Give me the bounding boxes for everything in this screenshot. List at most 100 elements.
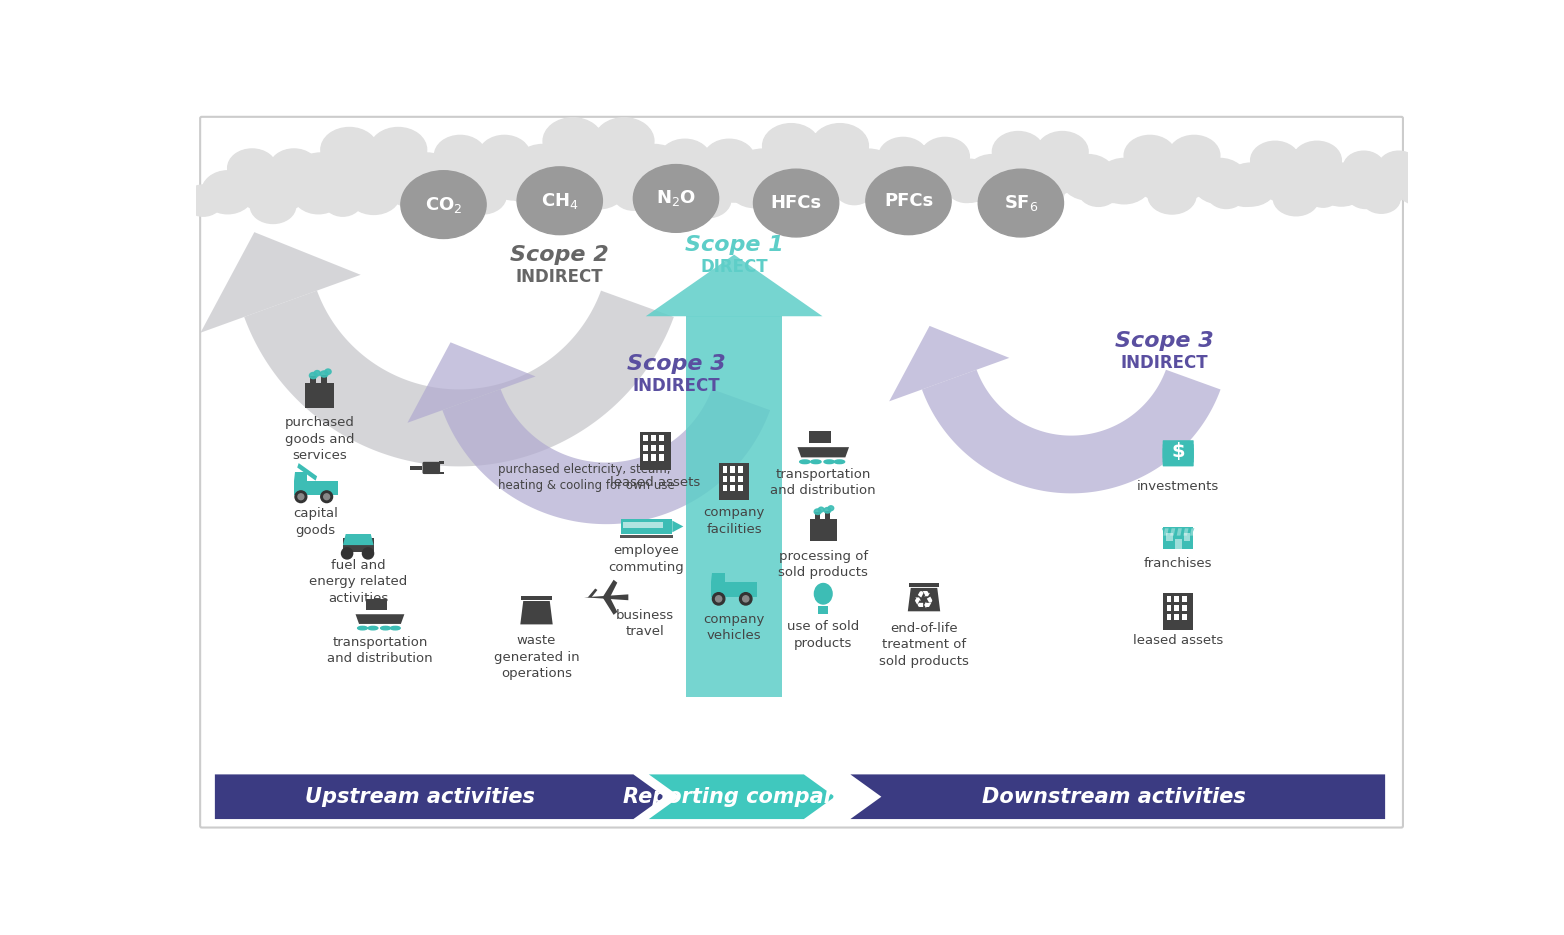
Polygon shape	[200, 232, 361, 333]
Text: processing of
sold products: processing of sold products	[779, 550, 868, 579]
Ellipse shape	[380, 626, 391, 630]
Ellipse shape	[1125, 136, 1176, 176]
Ellipse shape	[760, 178, 801, 210]
Ellipse shape	[838, 149, 899, 199]
Polygon shape	[1175, 614, 1179, 621]
Ellipse shape	[1350, 158, 1414, 205]
Polygon shape	[723, 476, 727, 482]
Ellipse shape	[633, 165, 718, 232]
Polygon shape	[343, 534, 374, 545]
Polygon shape	[646, 254, 823, 316]
Polygon shape	[809, 431, 830, 443]
Polygon shape	[651, 444, 655, 451]
Text: Scope 2: Scope 2	[510, 245, 608, 265]
Polygon shape	[343, 539, 374, 552]
Polygon shape	[673, 521, 683, 532]
Ellipse shape	[799, 460, 810, 464]
Polygon shape	[712, 572, 724, 582]
Polygon shape	[214, 774, 665, 819]
Polygon shape	[687, 316, 782, 698]
Ellipse shape	[1343, 151, 1384, 183]
Ellipse shape	[325, 369, 332, 374]
Polygon shape	[651, 435, 655, 441]
Ellipse shape	[490, 162, 536, 200]
Ellipse shape	[978, 169, 1064, 237]
Ellipse shape	[824, 508, 830, 513]
Ellipse shape	[324, 185, 361, 216]
Ellipse shape	[202, 171, 253, 214]
Polygon shape	[1184, 528, 1189, 536]
Polygon shape	[410, 466, 422, 470]
Polygon shape	[622, 522, 663, 528]
Polygon shape	[1170, 528, 1175, 536]
FancyBboxPatch shape	[1162, 448, 1193, 467]
Ellipse shape	[834, 460, 845, 464]
Ellipse shape	[391, 626, 400, 630]
Ellipse shape	[943, 159, 996, 202]
Ellipse shape	[396, 153, 457, 203]
Polygon shape	[810, 519, 837, 540]
Ellipse shape	[1273, 181, 1318, 216]
Text: INDIRECT: INDIRECT	[516, 267, 604, 286]
Text: N$_2$O: N$_2$O	[655, 189, 696, 209]
Text: company
facilities: company facilities	[704, 507, 765, 536]
Circle shape	[324, 494, 330, 499]
Text: franchises: franchises	[1143, 557, 1212, 570]
Circle shape	[743, 596, 749, 602]
Circle shape	[341, 548, 352, 559]
Ellipse shape	[622, 145, 687, 197]
Ellipse shape	[388, 173, 429, 207]
Ellipse shape	[827, 506, 834, 511]
Text: capital
goods: capital goods	[292, 507, 338, 537]
Ellipse shape	[879, 137, 927, 176]
Text: SF$_6$: SF$_6$	[1004, 193, 1038, 213]
Polygon shape	[294, 472, 307, 481]
Ellipse shape	[1308, 181, 1339, 208]
Polygon shape	[738, 485, 743, 491]
Polygon shape	[658, 435, 665, 441]
Ellipse shape	[518, 166, 602, 235]
Ellipse shape	[271, 169, 314, 206]
Polygon shape	[305, 383, 335, 408]
Ellipse shape	[993, 132, 1043, 172]
Ellipse shape	[594, 118, 654, 165]
Polygon shape	[322, 375, 327, 389]
Polygon shape	[310, 376, 316, 391]
Polygon shape	[1190, 528, 1195, 536]
Text: Scope 3: Scope 3	[1115, 331, 1214, 351]
Ellipse shape	[1096, 158, 1151, 204]
Polygon shape	[649, 774, 835, 819]
Polygon shape	[602, 597, 618, 615]
Ellipse shape	[1207, 178, 1245, 209]
Polygon shape	[1164, 526, 1193, 549]
Ellipse shape	[771, 134, 860, 198]
Polygon shape	[1175, 539, 1182, 550]
Ellipse shape	[269, 149, 319, 187]
Text: purchased
goods and
services: purchased goods and services	[285, 416, 355, 462]
Text: CH$_4$: CH$_4$	[541, 191, 579, 210]
Ellipse shape	[502, 158, 558, 204]
Ellipse shape	[1225, 173, 1265, 207]
Ellipse shape	[818, 507, 824, 512]
Polygon shape	[602, 580, 618, 597]
Polygon shape	[297, 463, 317, 481]
Ellipse shape	[1322, 169, 1365, 205]
Polygon shape	[738, 467, 743, 472]
Polygon shape	[355, 614, 405, 624]
Polygon shape	[1175, 596, 1179, 602]
Polygon shape	[851, 774, 1386, 819]
Ellipse shape	[1225, 163, 1276, 206]
Ellipse shape	[1378, 151, 1419, 183]
Circle shape	[299, 494, 303, 499]
Polygon shape	[921, 369, 1220, 494]
Ellipse shape	[921, 137, 970, 176]
Polygon shape	[818, 606, 829, 613]
Ellipse shape	[763, 123, 820, 168]
Ellipse shape	[310, 372, 317, 379]
Polygon shape	[723, 467, 727, 472]
Text: transportation
and distribution: transportation and distribution	[771, 468, 876, 497]
Ellipse shape	[1017, 174, 1064, 210]
Ellipse shape	[812, 123, 868, 168]
Polygon shape	[798, 447, 849, 457]
Polygon shape	[730, 467, 735, 472]
